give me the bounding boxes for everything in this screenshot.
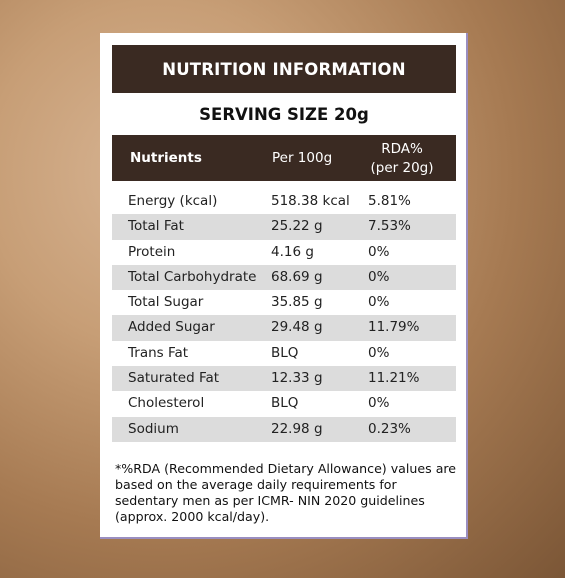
nutrient-rda: 5.81% bbox=[368, 193, 411, 209]
header-nutrients: Nutrients bbox=[130, 150, 202, 166]
table-row: Saturated Fat 12.33 g 11.21% bbox=[112, 366, 456, 392]
nutrient-per100: 12.33 g bbox=[271, 370, 323, 387]
nutrient-name: Cholesterol bbox=[128, 395, 205, 412]
nutrient-per100: BLQ bbox=[271, 395, 299, 412]
nutrient-per100: 22.98 g bbox=[271, 420, 323, 437]
title-bar: NUTRITION INFORMATION bbox=[112, 45, 456, 93]
nutrition-title: NUTRITION INFORMATION bbox=[162, 59, 406, 79]
nutrient-rda: 11.21% bbox=[368, 370, 420, 387]
header-per-100g: Per 100g bbox=[272, 150, 333, 166]
nutrient-per100: BLQ bbox=[271, 344, 299, 361]
header-rda-line1: RDA% bbox=[381, 141, 423, 157]
nutrient-rda: 0% bbox=[368, 268, 390, 285]
nutrient-per100: 68.69 g bbox=[271, 268, 323, 285]
nutrient-name: Added Sugar bbox=[128, 319, 215, 336]
table-row: Added Sugar 29.48 g 11.79% bbox=[112, 315, 456, 341]
nutrient-rda: 0% bbox=[368, 243, 390, 260]
nutrient-rda: 11.79% bbox=[368, 319, 420, 336]
nutrient-name: Total Sugar bbox=[128, 294, 204, 311]
nutrient-name: Total Fat bbox=[128, 218, 184, 235]
table-row: Total Carbohydrate 68.69 g 0% bbox=[112, 264, 456, 291]
table-row: Cholesterol BLQ 0% bbox=[112, 391, 456, 416]
table-row: Total Sugar 35.85 g 0% bbox=[112, 290, 456, 315]
nutrient-per100: 35.85 g bbox=[271, 294, 323, 311]
nutrient-rda: 0.23% bbox=[368, 420, 411, 437]
nutrient-rda: 0% bbox=[368, 294, 390, 311]
table-row: Sodium 22.98 g 0.23% bbox=[112, 416, 456, 442]
nutrient-rda: 0% bbox=[368, 395, 390, 412]
footnote: *%RDA (Recommended Dietary Allowance) va… bbox=[115, 461, 457, 524]
nutrient-name: Saturated Fat bbox=[128, 370, 220, 387]
nutrient-name: Trans Fat bbox=[128, 344, 189, 361]
nutrient-per100: 29.48 g bbox=[271, 319, 323, 336]
nutrition-card: NUTRITION INFORMATION SERVING SIZE 20g N… bbox=[100, 33, 468, 539]
nutrient-per100: 518.38 kcal bbox=[271, 193, 350, 209]
nutrient-per100: 25.22 g bbox=[271, 218, 323, 235]
nutrient-name: Total Carbohydrate bbox=[128, 268, 257, 285]
nutrient-name: Energy (kcal) bbox=[128, 193, 218, 209]
nutrient-table: Energy (kcal) 518.38 kcal 5.81% Total Fa… bbox=[112, 189, 456, 442]
nutrient-per100: 4.16 g bbox=[271, 243, 314, 260]
header-rda: RDA% (per 20g) bbox=[362, 140, 442, 178]
nutrient-name: Protein bbox=[128, 243, 176, 260]
nutrient-name: Sodium bbox=[128, 420, 179, 437]
table-row: Total Fat 25.22 g 7.53% bbox=[112, 214, 456, 240]
header-rda-line2: (per 20g) bbox=[370, 160, 434, 176]
table-row: Energy (kcal) 518.38 kcal 5.81% bbox=[112, 189, 456, 214]
nutrient-rda: 7.53% bbox=[368, 218, 411, 235]
nutrient-rda: 0% bbox=[368, 344, 390, 361]
table-row: Protein 4.16 g 0% bbox=[112, 240, 456, 265]
table-row: Trans Fat BLQ 0% bbox=[112, 341, 456, 366]
table-header: Nutrients Per 100g RDA% (per 20g) bbox=[112, 135, 456, 181]
serving-size: SERVING SIZE 20g bbox=[199, 105, 369, 124]
